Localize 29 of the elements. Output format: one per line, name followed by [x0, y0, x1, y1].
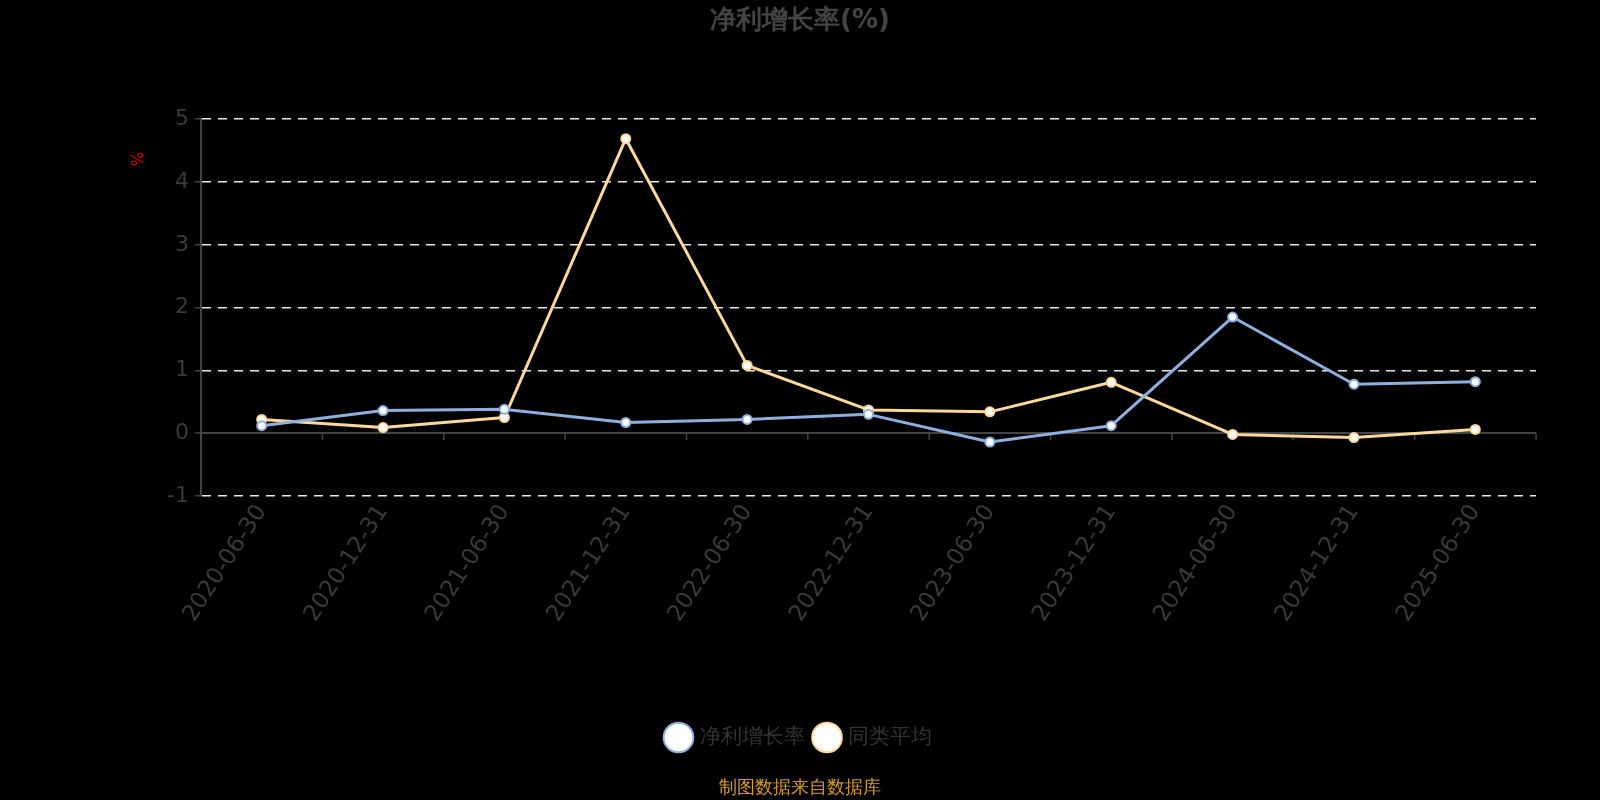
point	[256, 420, 268, 432]
point	[498, 403, 510, 415]
y-tick-label: 0	[175, 418, 189, 444]
point	[1469, 423, 1481, 435]
point	[984, 436, 996, 448]
y-tick-label: -1	[167, 481, 189, 507]
text: 制图数据来自数据库	[719, 775, 881, 797]
y-tick-label: 5	[175, 104, 189, 130]
y-tick-label: 4	[175, 167, 189, 193]
point	[1105, 420, 1117, 432]
point	[1227, 428, 1239, 440]
point	[377, 422, 389, 434]
chart-title: 净利增长率(%)	[710, 4, 890, 35]
y-axis-title: %	[128, 152, 147, 167]
point	[1348, 432, 1360, 444]
point	[1105, 376, 1117, 388]
y-tick-label: 3	[175, 230, 189, 256]
point	[620, 417, 632, 429]
point	[741, 413, 753, 425]
point	[1348, 378, 1360, 390]
point	[741, 359, 753, 371]
y-tick-label: 2	[175, 293, 189, 319]
point	[863, 408, 874, 420]
point	[377, 405, 389, 417]
point	[620, 133, 632, 145]
point	[1227, 311, 1239, 323]
y-tick-label: 1	[175, 356, 189, 382]
point	[984, 406, 996, 418]
point	[1469, 376, 1481, 388]
